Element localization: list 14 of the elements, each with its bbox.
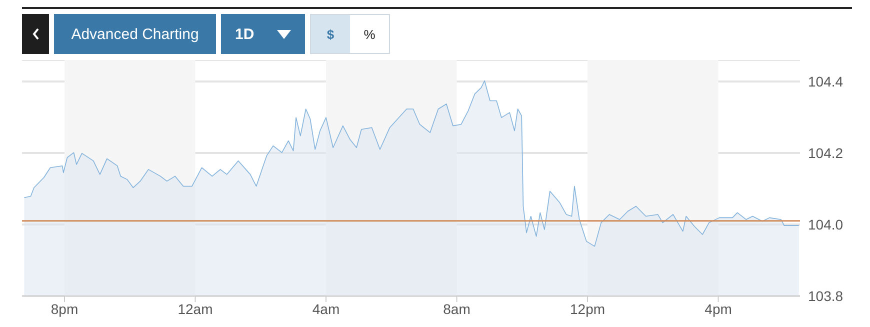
- text: $: [311, 15, 350, 53]
- text: 1D: [235, 26, 254, 42]
- y-tick-label: 104.4: [808, 73, 844, 90]
- y-tick-label: 104.2: [808, 144, 844, 161]
- y-tick-label: 103.8: [808, 288, 844, 304]
- text: %: [350, 15, 389, 53]
- y-tick-label: 104.0: [808, 216, 844, 232]
- text: Advanced Charting: [54, 14, 216, 54]
- x-tick-label: 4pm: [704, 300, 732, 317]
- x-tick-label: 12am: [178, 300, 213, 317]
- x-tick-label: 4am: [312, 300, 340, 317]
- x-tick-label: 8am: [443, 300, 470, 317]
- x-tick-label: 8pm: [50, 300, 78, 317]
- x-tick-label: 12pm: [570, 300, 606, 317]
